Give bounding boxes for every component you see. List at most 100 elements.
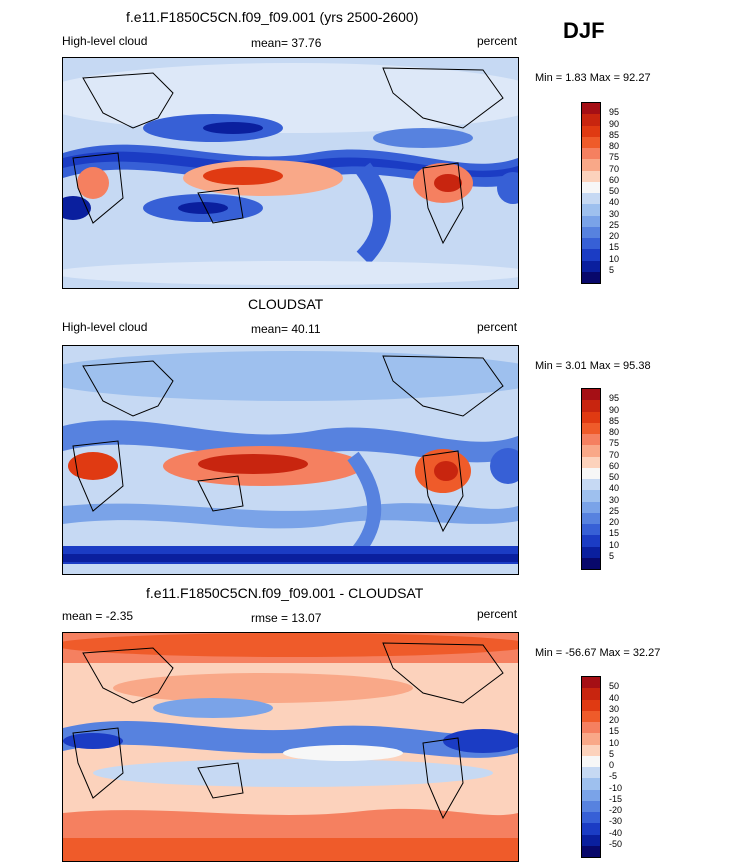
colorbar-swatch [582, 557, 600, 569]
colorbar-tick-label: 50 [609, 186, 620, 196]
colorbar-swatch [582, 823, 600, 835]
colorbar-swatch [582, 170, 600, 182]
colorbar-tick-label: 90 [609, 118, 620, 129]
colorbar-swatch [582, 744, 600, 756]
panel-3-map-field [63, 633, 518, 861]
panel-2-colorbar [581, 388, 601, 570]
colorbar-swatch [582, 479, 600, 491]
panel-2-minmax: Min = 3.01 Max = 95.38 [535, 360, 651, 372]
colorbar-tick-label: 20 [609, 715, 620, 725]
colorbar-tick-label: 20 [609, 517, 620, 527]
colorbar-tick-label: 70 [609, 163, 620, 174]
panel-2-map [62, 345, 519, 575]
colorbar-tick-label: 5 [609, 748, 615, 759]
colorbar-swatch [582, 755, 600, 767]
colorbar-tick-label: 30 [609, 494, 620, 505]
colorbar-tick-label: 50 [609, 472, 620, 482]
colorbar-swatch [582, 778, 600, 790]
colorbar-swatch [582, 148, 600, 160]
colorbar-tick-label: 30 [609, 703, 620, 714]
colorbar-tick-label: -15 [609, 793, 623, 804]
colorbar-tick-label: 20 [609, 231, 620, 241]
colorbar-swatch [582, 490, 600, 502]
season-label: DJF [563, 18, 605, 43]
colorbar-swatch [582, 467, 600, 479]
colorbar-swatch [582, 699, 600, 711]
panel-3-title: f.e11.F1850C5CN.f09_f09.001 - CLOUDSAT [146, 585, 424, 601]
colorbar-swatch [582, 204, 600, 216]
colorbar-tick-label: 30 [609, 208, 620, 219]
colorbar-tick-label: 5 [609, 550, 615, 561]
colorbar-tick-label: 50 [609, 681, 620, 692]
colorbar-tick-label: 5 [609, 264, 615, 275]
colorbar-swatch [582, 800, 600, 812]
colorbar-tick-label: 95 [609, 393, 620, 404]
colorbar-swatch [582, 501, 600, 513]
colorbar-tick-label: -10 [609, 782, 623, 793]
colorbar-tick-label: 15 [609, 726, 620, 737]
colorbar-swatch [582, 411, 600, 423]
panel-2-units: percent [477, 320, 518, 334]
colorbar-tick-label: 10 [609, 253, 620, 264]
colorbar-tick-label: 90 [609, 404, 620, 415]
colorbar-tick-label: 80 [609, 427, 620, 437]
panel-1-mean: mean= 37.76 [251, 36, 322, 50]
colorbar-tick-label: 75 [609, 438, 620, 449]
colorbar-swatch [582, 733, 600, 745]
panel-3-minmax: Min = -56.67 Max = 32.27 [535, 647, 661, 659]
colorbar-swatch [582, 710, 600, 722]
colorbar-tick-label: 85 [609, 415, 620, 426]
panel-3-map [62, 632, 519, 862]
colorbar-tick-label: 70 [609, 449, 620, 460]
colorbar-swatch [582, 389, 600, 401]
colorbar-swatch [582, 422, 600, 434]
colorbar-swatch [582, 445, 600, 457]
colorbar-swatch [582, 677, 600, 689]
colorbar-swatch [582, 767, 600, 779]
panel-1-map-field [63, 58, 518, 288]
colorbar-tick-label: -5 [609, 771, 618, 782]
colorbar-swatch [582, 456, 600, 468]
panel-3-colorbar [581, 676, 601, 858]
colorbar-tick-label: 15 [609, 242, 620, 253]
colorbar-swatch [582, 535, 600, 547]
colorbar-swatch [582, 400, 600, 412]
colorbar-swatch [582, 688, 600, 700]
colorbar-swatch [582, 834, 600, 846]
colorbar-tick-label: -50 [609, 838, 623, 849]
panel-1-units: percent [477, 34, 518, 48]
colorbar-tick-label: -40 [609, 827, 623, 838]
colorbar-swatch [582, 512, 600, 524]
colorbar-swatch [582, 546, 600, 558]
colorbar-swatch [582, 722, 600, 734]
colorbar-tick-label: 80 [609, 141, 620, 151]
colorbar-tick-label: 40 [609, 692, 620, 703]
panel-2-mean: mean= 40.11 [251, 322, 321, 336]
colorbar-tick-label: 40 [609, 197, 620, 208]
panel-3-mean: mean = -2.35 [62, 609, 134, 623]
colorbar-tick-label: 0 [609, 760, 615, 770]
colorbar-swatch [582, 226, 600, 238]
colorbar-tick-label: 75 [609, 152, 620, 163]
colorbar-swatch [582, 238, 600, 250]
colorbar-swatch [582, 114, 600, 126]
panel-2-field-label: High-level cloud [62, 320, 148, 334]
colorbar-swatch [582, 812, 600, 824]
colorbar-swatch [582, 260, 600, 272]
colorbar-tick-label: -20 [609, 805, 623, 815]
colorbar-swatch [582, 103, 600, 115]
colorbar-swatch [582, 434, 600, 446]
colorbar-tick-label: 60 [609, 174, 620, 185]
colorbar-tick-label: 10 [609, 539, 620, 550]
colorbar-swatch [582, 789, 600, 801]
colorbar-swatch [582, 271, 600, 283]
colorbar-swatch [582, 136, 600, 148]
colorbar-swatch [582, 181, 600, 193]
panel-1-map [62, 57, 519, 289]
colorbar-tick-label: 40 [609, 483, 620, 494]
colorbar-tick-label: -30 [609, 816, 623, 827]
colorbar-tick-label: 60 [609, 460, 620, 471]
colorbar-tick-label: 25 [609, 219, 620, 230]
colorbar-swatch [582, 215, 600, 227]
colorbar-swatch [582, 125, 600, 137]
